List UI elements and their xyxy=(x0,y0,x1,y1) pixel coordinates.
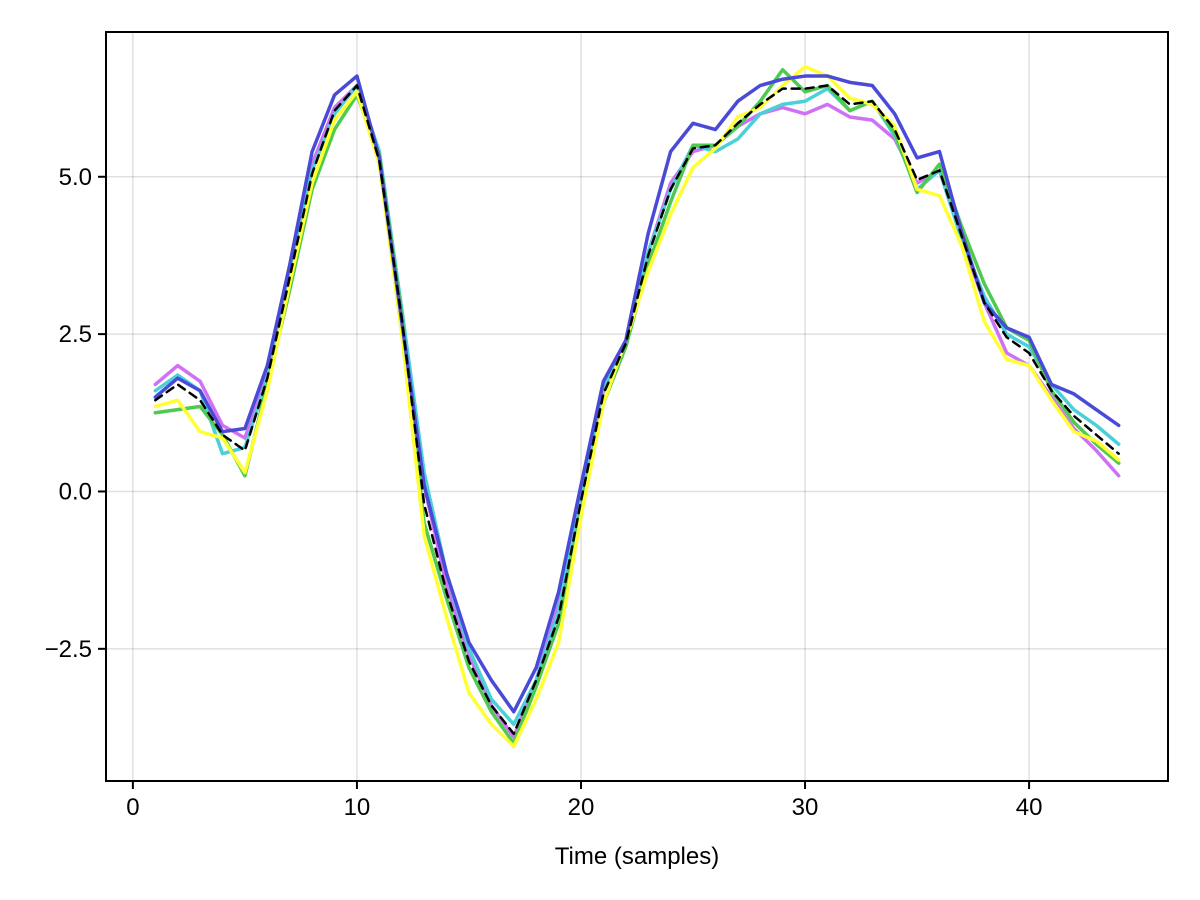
series-line-5 xyxy=(153,74,1121,714)
x-tick-label: 20 xyxy=(568,794,595,821)
y-tick-label: 0.0 xyxy=(59,478,92,505)
series-layer xyxy=(153,64,1121,749)
y-tick-label: −2.5 xyxy=(45,636,92,663)
series-line-4 xyxy=(153,64,1121,749)
axis-ticks: 0 10 20 30 40 −2.5 0.0 2.5 5.0 xyxy=(45,164,1043,821)
x-tick-label: 40 xyxy=(1016,794,1043,821)
plot-frame xyxy=(105,31,1169,782)
y-tick-label: 5.0 xyxy=(59,164,92,191)
x-axis-label: Time (samples) xyxy=(555,843,719,870)
x-tick-label: 0 xyxy=(126,794,139,821)
x-tick-label: 30 xyxy=(792,794,819,821)
series-line-6 xyxy=(154,84,1120,736)
y-tick-label: 2.5 xyxy=(59,321,92,348)
x-tick-label: 10 xyxy=(344,794,371,821)
grid-lines xyxy=(106,32,1168,781)
